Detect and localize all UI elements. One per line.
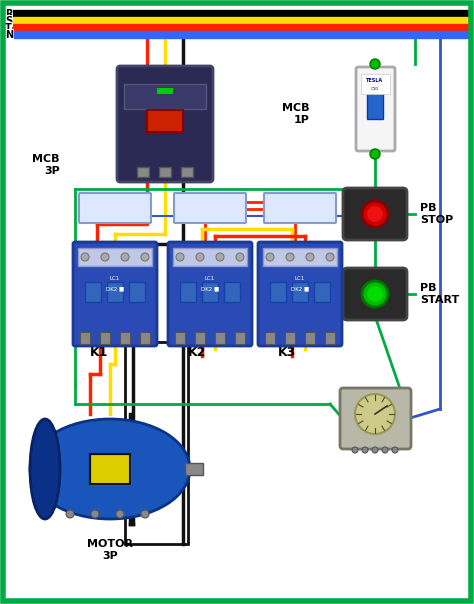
Bar bbox=[235, 332, 245, 344]
Circle shape bbox=[326, 253, 334, 261]
Bar bbox=[285, 332, 295, 344]
Circle shape bbox=[352, 447, 358, 453]
Bar bbox=[195, 332, 205, 344]
Bar bbox=[80, 332, 90, 344]
Circle shape bbox=[355, 394, 395, 434]
Bar bbox=[137, 167, 149, 177]
Circle shape bbox=[370, 149, 380, 159]
Text: LC1: LC1 bbox=[295, 277, 305, 281]
Circle shape bbox=[392, 447, 398, 453]
Bar bbox=[85, 282, 101, 302]
Bar bbox=[181, 167, 193, 177]
Text: R: R bbox=[5, 9, 12, 19]
Bar bbox=[305, 332, 315, 344]
Bar bbox=[120, 332, 130, 344]
Bar bbox=[175, 332, 185, 344]
Bar bbox=[107, 282, 123, 302]
FancyBboxPatch shape bbox=[258, 242, 342, 346]
Circle shape bbox=[362, 447, 368, 453]
Text: PB
STOP: PB STOP bbox=[420, 203, 453, 225]
Bar bbox=[140, 332, 150, 344]
Bar bbox=[185, 463, 203, 475]
Text: MOTOR
3P: MOTOR 3P bbox=[87, 539, 133, 561]
FancyBboxPatch shape bbox=[264, 193, 336, 223]
Text: C10: C10 bbox=[371, 87, 379, 91]
Bar bbox=[325, 332, 335, 344]
Bar bbox=[180, 282, 196, 302]
Circle shape bbox=[236, 253, 244, 261]
Circle shape bbox=[372, 447, 378, 453]
Bar bbox=[367, 89, 383, 119]
FancyBboxPatch shape bbox=[174, 193, 246, 223]
Circle shape bbox=[286, 253, 294, 261]
Text: T: T bbox=[5, 23, 12, 33]
Text: MCB
1P: MCB 1P bbox=[283, 103, 310, 125]
Circle shape bbox=[81, 253, 89, 261]
FancyBboxPatch shape bbox=[79, 193, 151, 223]
Circle shape bbox=[176, 253, 184, 261]
Circle shape bbox=[66, 510, 74, 518]
Bar bbox=[129, 282, 145, 302]
Bar bbox=[90, 454, 130, 484]
FancyBboxPatch shape bbox=[343, 188, 407, 240]
Text: LC1: LC1 bbox=[205, 277, 215, 281]
Bar bbox=[224, 282, 240, 302]
Bar bbox=[292, 282, 308, 302]
Circle shape bbox=[101, 253, 109, 261]
Ellipse shape bbox=[30, 419, 190, 519]
Circle shape bbox=[382, 447, 388, 453]
Bar bbox=[173, 248, 247, 266]
Text: TESLA: TESLA bbox=[366, 79, 383, 83]
Circle shape bbox=[216, 253, 224, 261]
Bar bbox=[147, 110, 183, 132]
Circle shape bbox=[141, 253, 149, 261]
Circle shape bbox=[367, 286, 383, 302]
Circle shape bbox=[362, 201, 388, 227]
Text: K1: K1 bbox=[90, 346, 109, 359]
Bar bbox=[263, 248, 337, 266]
Text: LC1: LC1 bbox=[110, 277, 120, 281]
Circle shape bbox=[367, 206, 383, 222]
Text: S: S bbox=[5, 16, 12, 26]
Circle shape bbox=[116, 510, 124, 518]
Circle shape bbox=[196, 253, 204, 261]
Bar bbox=[270, 282, 286, 302]
Bar bbox=[361, 74, 390, 94]
Bar bbox=[157, 88, 173, 94]
Bar bbox=[159, 167, 171, 177]
Text: DK2 ■: DK2 ■ bbox=[201, 286, 219, 292]
FancyBboxPatch shape bbox=[117, 66, 213, 182]
FancyBboxPatch shape bbox=[340, 388, 411, 449]
Circle shape bbox=[141, 510, 149, 518]
Bar bbox=[215, 332, 225, 344]
Circle shape bbox=[306, 253, 314, 261]
Bar bbox=[124, 84, 206, 109]
FancyBboxPatch shape bbox=[356, 67, 395, 151]
Circle shape bbox=[266, 253, 274, 261]
Bar bbox=[202, 282, 218, 302]
FancyBboxPatch shape bbox=[73, 242, 157, 346]
Text: K2: K2 bbox=[188, 346, 206, 359]
Ellipse shape bbox=[30, 419, 60, 519]
FancyBboxPatch shape bbox=[343, 268, 407, 320]
Text: MCB
3P: MCB 3P bbox=[33, 154, 60, 176]
Bar bbox=[90, 454, 130, 484]
Text: PB
START: PB START bbox=[420, 283, 459, 305]
Text: N: N bbox=[5, 30, 13, 40]
Bar bbox=[265, 332, 275, 344]
Text: DK2 ■: DK2 ■ bbox=[106, 286, 124, 292]
Text: DK2 ■: DK2 ■ bbox=[291, 286, 309, 292]
Circle shape bbox=[121, 253, 129, 261]
Circle shape bbox=[362, 281, 388, 307]
Circle shape bbox=[370, 59, 380, 69]
FancyBboxPatch shape bbox=[168, 242, 252, 346]
Circle shape bbox=[91, 510, 99, 518]
Bar bbox=[125, 342, 188, 544]
Bar bbox=[100, 332, 110, 344]
Text: K3: K3 bbox=[278, 346, 296, 359]
Bar bbox=[314, 282, 330, 302]
Bar bbox=[78, 248, 152, 266]
